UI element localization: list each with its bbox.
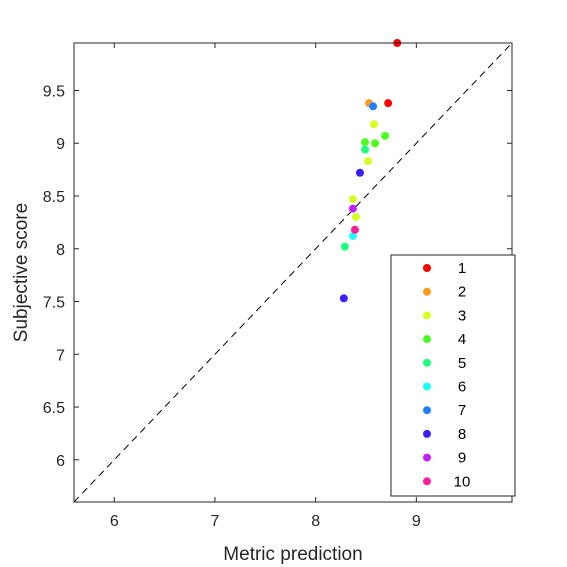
data-point-series-4	[381, 131, 390, 140]
legend-label-8: 8	[458, 426, 466, 443]
y-tick-label: 8.5	[43, 189, 65, 206]
data-point-series-9	[348, 204, 357, 213]
data-point-series-3	[370, 120, 379, 129]
ticks-layer: 6 7 8 9 6 6.5 7 7.5 8 8.5 9 9.5	[43, 43, 512, 530]
legend-marker-2	[423, 287, 431, 296]
legend-marker-9	[423, 453, 431, 462]
legend-marker-1	[423, 264, 431, 272]
x-tick-label: 7	[211, 513, 220, 530]
legend-marker-3	[423, 311, 431, 320]
y-tick-label: 6.5	[43, 400, 65, 417]
data-points-layer	[339, 39, 402, 303]
data-point-series-3	[348, 195, 357, 204]
y-tick-label: 7.5	[43, 295, 65, 312]
legend-label-7: 7	[458, 402, 466, 419]
data-point-series-6	[348, 232, 357, 241]
legend-box	[390, 254, 516, 497]
legend-label-1: 1	[458, 260, 466, 277]
legend-marker-7	[423, 406, 431, 415]
x-tick-label: 8	[311, 513, 320, 530]
legend-marker-5	[423, 358, 431, 367]
legend-label-5: 5	[458, 355, 466, 372]
x-tick-label: 9	[412, 513, 421, 530]
data-point-series-10	[350, 225, 359, 234]
legend: 1 2 3 4 5 6 7 8 9 10	[390, 254, 516, 497]
data-point-series-3	[364, 157, 373, 166]
legend-label-2: 2	[458, 284, 466, 301]
data-point-series-5	[340, 242, 349, 251]
legend-marker-4	[423, 335, 431, 344]
data-point-series-4	[360, 138, 369, 147]
y-tick-label: 9.5	[43, 83, 65, 100]
legend-marker-8	[423, 429, 431, 438]
legend-label-6: 6	[458, 379, 466, 396]
legend-label-10: 10	[454, 473, 471, 490]
y-axis-label: Subjective score	[11, 203, 32, 342]
y-tick-label: 6	[56, 453, 65, 470]
legend-label-4: 4	[458, 331, 466, 348]
y-tick-label: 9	[56, 136, 65, 153]
legend-label-9: 9	[458, 450, 466, 467]
y-tick-label: 8	[56, 242, 65, 259]
data-point-series-5	[360, 145, 369, 154]
legend-marker-6	[423, 382, 431, 391]
data-point-series-8	[339, 294, 348, 303]
legend-label-3: 3	[458, 307, 466, 324]
data-point-series-1	[384, 99, 393, 108]
x-axis-label: Metric prediction	[223, 544, 362, 565]
data-point-series-4	[371, 139, 380, 148]
y-tick-label: 7	[56, 347, 65, 364]
legend-marker-10	[423, 477, 431, 486]
data-point-series-7	[369, 102, 378, 111]
data-point-series-3	[351, 213, 360, 222]
identity-reference-line	[73, 42, 513, 503]
x-tick-label: 6	[110, 513, 119, 530]
data-point-series-8	[355, 168, 364, 177]
